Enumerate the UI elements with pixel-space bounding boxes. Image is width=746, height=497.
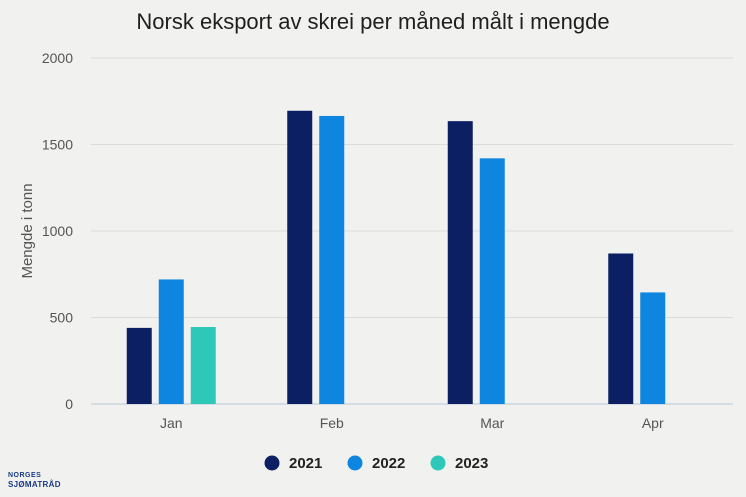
norges-sjomatrad-logo: NORGES SJØMATRÅD bbox=[8, 471, 61, 489]
bar-apr-2021 bbox=[608, 253, 634, 404]
bar-mar-2021 bbox=[447, 121, 473, 405]
x-tick-label: Apr bbox=[642, 415, 664, 431]
y-tick-label: 2000 bbox=[42, 50, 73, 66]
y-tick-label: 1000 bbox=[42, 223, 73, 239]
y-axis-ticks: 0 500 1000 1500 2000 bbox=[42, 50, 73, 412]
bar-jan-2021 bbox=[126, 327, 152, 404]
y-tick-label: 0 bbox=[65, 396, 73, 412]
legend-label-2022: 2022 bbox=[372, 455, 405, 472]
gridlines bbox=[91, 57, 733, 405]
legend-label-2021: 2021 bbox=[289, 455, 322, 472]
chart-title: Norsk eksport av skrei per måned målt i … bbox=[136, 9, 609, 34]
bars bbox=[126, 110, 666, 405]
bar-apr-2022 bbox=[640, 292, 666, 404]
y-tick-label: 1500 bbox=[42, 137, 73, 153]
x-axis-ticks: Jan Feb Mar Apr bbox=[160, 415, 664, 431]
bar-feb-2022 bbox=[319, 115, 345, 404]
logo-line2: SJØMATRÅD bbox=[8, 480, 61, 489]
bar-mar-2022 bbox=[479, 158, 505, 404]
y-axis-label: Mengde i tonn bbox=[19, 183, 36, 278]
legend-marker-2022 bbox=[347, 455, 363, 471]
x-tick-label: Jan bbox=[160, 415, 183, 431]
y-tick-label: 500 bbox=[50, 310, 74, 326]
bar-jan-2022 bbox=[158, 279, 184, 404]
bar-feb-2021 bbox=[287, 110, 313, 404]
bar-jan-2023 bbox=[190, 327, 216, 404]
logo-line1: NORGES bbox=[8, 472, 42, 479]
x-tick-label: Feb bbox=[320, 415, 344, 431]
legend-marker-2023 bbox=[430, 455, 446, 471]
legend: 2021 2022 2023 bbox=[264, 455, 488, 472]
legend-label-2023: 2023 bbox=[455, 455, 488, 472]
legend-marker-2021 bbox=[264, 455, 280, 471]
x-tick-label: Mar bbox=[480, 415, 504, 431]
